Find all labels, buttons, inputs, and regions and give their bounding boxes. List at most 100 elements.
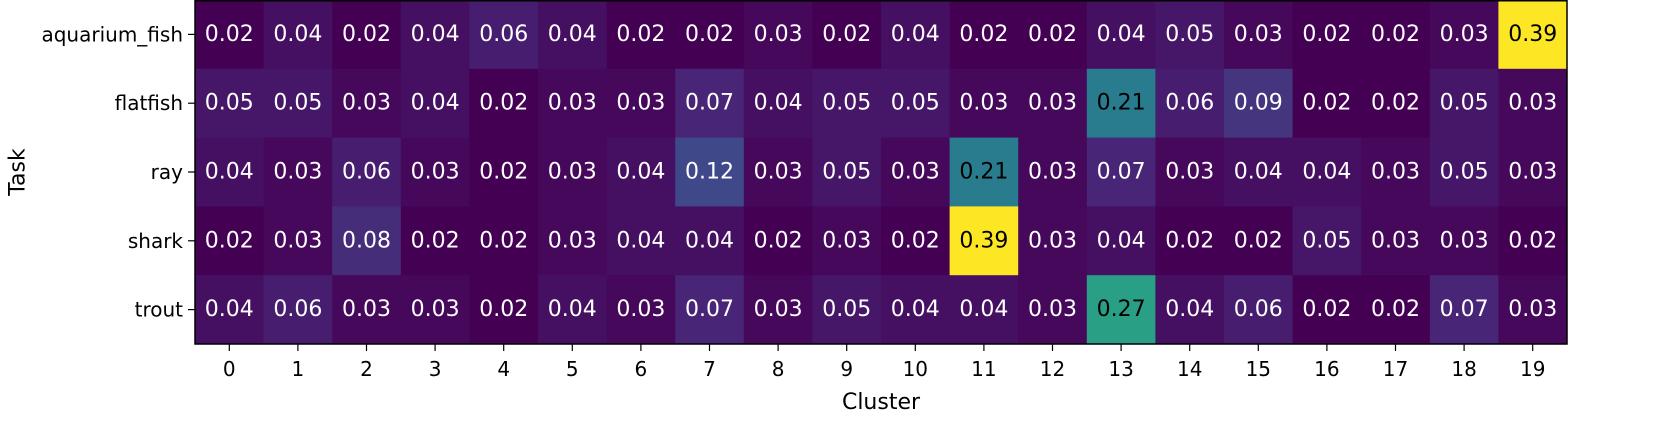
cell-value-label: 0.03 [411,160,460,185]
y-tick-label: flatfish [115,91,183,115]
cell-value-label: 0.06 [1234,297,1283,322]
cell-value-label: 0.04 [891,22,940,47]
x-tick-label: 4 [497,357,510,381]
cell-value-label: 0.02 [959,22,1008,47]
cell-value-label: 0.03 [1234,22,1283,47]
heatmap-cell [949,0,1019,70]
cell-value-label: 0.02 [616,22,665,47]
cell-value-label: 0.02 [1165,228,1214,253]
heatmap-cell [1429,137,1499,207]
x-tick-label: 13 [1108,357,1133,381]
cell-value-label: 0.03 [1028,297,1077,322]
heatmap-cell [1429,68,1499,139]
cell-value-label: 0.12 [685,160,734,185]
cell-value-label: 0.05 [1440,160,1489,185]
heatmap-cell [675,275,745,345]
cell-value-label: 0.03 [754,160,803,185]
heatmap-cell [332,68,402,139]
cell-value-label: 0.03 [548,91,597,116]
cell-value-label: 0.02 [411,228,460,253]
x-tick-label: 14 [1177,357,1202,381]
cell-value-label: 0.09 [1234,91,1283,116]
cell-value-label: 0.21 [959,160,1008,185]
heatmap-cell [1429,206,1499,276]
heatmap-cell [1498,68,1568,139]
heatmap-cell [949,68,1019,139]
cell-value-label: 0.03 [1371,228,1420,253]
cell-value-label: 0.08 [342,228,391,253]
heatmap-cell [1361,275,1431,345]
heatmap-cell [1429,275,1499,345]
heatmap-cell [469,68,539,139]
heatmap-cell [1498,206,1568,276]
cell-value-label: 0.04 [1302,160,1351,185]
heatmap-cell [1498,0,1568,70]
heatmap-cell [606,68,676,139]
heatmap-cell [675,0,745,70]
cell-value-label: 0.03 [548,228,597,253]
x-tick-label: 8 [772,357,785,381]
heatmap-cell [812,206,882,276]
cell-value-label: 0.02 [479,228,528,253]
cell-value-label: 0.04 [1234,160,1283,185]
x-tick-label: 0 [223,357,236,381]
heatmap-cell [332,206,402,276]
cell-value-label: 0.05 [273,91,322,116]
x-axis-ticks: 0 1 2 3 4 5 6 7 8 9 10 11 12 13 14 15 16 17 18 19 [223,344,1545,381]
heatmap-cell [1292,68,1362,139]
cell-value-label: 0.03 [411,297,460,322]
heatmap-cell [469,275,539,345]
heatmap-cell [881,68,951,139]
x-axis-title: Cluster [842,390,921,415]
cell-value-label: 0.03 [754,22,803,47]
cell-value-label: 0.03 [754,297,803,322]
cell-value-label: 0.02 [685,22,734,47]
y-tick-label: shark [128,229,184,253]
heatmap-cell [606,0,676,70]
cell-value-label: 0.39 [1508,22,1557,47]
cell-value-label: 0.05 [822,160,871,185]
heatmap-cell [538,206,608,276]
heatmap-cell [743,137,813,207]
heatmap-cell [1224,206,1294,276]
cell-value-label: 0.03 [548,160,597,185]
cell-value-label: 0.03 [1028,160,1077,185]
heatmap-cell [1224,275,1294,345]
heatmap-cell [195,275,265,345]
heatmap-cell [263,0,333,70]
cell-value-label: 0.03 [891,160,940,185]
heatmap-cell [1292,0,1362,70]
plot-frame [194,0,1568,345]
cell-value-label: 0.04 [616,228,665,253]
heatmap-cell [1018,68,1088,139]
heatmap-cell [332,0,402,70]
cell-value-label: 0.03 [616,91,665,116]
cell-value-label: 0.02 [1371,91,1420,116]
heatmap-cell [675,137,745,207]
heatmap-cell [1429,0,1499,70]
cell-value-label: 0.04 [548,297,597,322]
heatmap-cell [1361,137,1431,207]
x-tick-label: 5 [566,357,579,381]
heatmap-cell [1018,275,1088,345]
cell-value-label: 0.04 [891,297,940,322]
heatmap-cell [743,0,813,70]
x-tick-label: 18 [1451,357,1476,381]
cell-value-label: 0.02 [205,22,254,47]
heatmap-cell [743,68,813,139]
heatmap-cell [538,0,608,70]
heatmap-cell [1086,137,1156,207]
cell-value-label: 0.03 [1440,228,1489,253]
heatmap-cell [332,275,402,345]
heatmap-cell [949,275,1019,345]
cell-value-label: 0.04 [1097,22,1146,47]
heatmap-cell [881,206,951,276]
heatmap-cell [1086,68,1156,139]
cell-value-label: 0.02 [822,22,871,47]
cell-value-label: 0.05 [1165,22,1214,47]
heatmap-cell [1224,137,1294,207]
heatmap-cell [263,68,333,139]
x-tick-label: 17 [1383,357,1408,381]
heatmap-cell [1155,137,1225,207]
